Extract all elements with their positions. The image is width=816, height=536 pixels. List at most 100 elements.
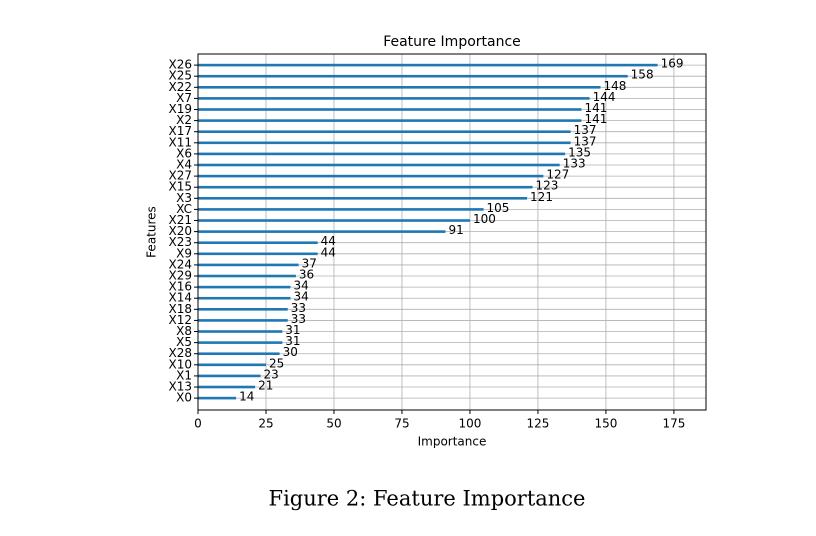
y-tick-label: X16 (169, 280, 193, 294)
bar (198, 174, 544, 178)
y-tick-label: X6 (176, 146, 192, 160)
bar (198, 74, 628, 78)
bar (198, 308, 288, 311)
value-label: 148 (603, 79, 626, 93)
y-tick-label: XC (176, 202, 192, 216)
x-tick-label: 125 (526, 417, 549, 431)
value-label: 141 (584, 112, 607, 126)
x-tick-label: 75 (394, 417, 409, 431)
value-label: 137 (574, 134, 597, 148)
bar (198, 252, 318, 256)
value-label: 158 (631, 68, 654, 82)
value-label: 105 (487, 201, 510, 215)
value-label: 33 (291, 312, 306, 326)
value-label: 169 (661, 57, 684, 71)
y-tick-label: X28 (169, 346, 193, 360)
value-label: 137 (574, 123, 597, 137)
x-tick-label: 25 (258, 417, 273, 431)
bar (198, 119, 582, 122)
y-tick-label: X8 (176, 324, 192, 338)
value-label: 14 (239, 390, 254, 404)
x-tick-label: 100 (458, 417, 481, 431)
bar (198, 285, 291, 289)
plot-frame (197, 53, 707, 411)
bar (198, 330, 283, 333)
value-label: 21 (258, 379, 273, 393)
bar (198, 219, 470, 222)
value-label: 23 (264, 367, 279, 381)
bar (198, 152, 566, 156)
x-axis-label: Importance (418, 435, 487, 449)
value-label: 135 (568, 145, 591, 159)
x-tick-label: 150 (594, 417, 617, 431)
bar (198, 141, 571, 145)
value-label: 144 (593, 90, 616, 104)
y-axis-label: Features (145, 206, 159, 258)
bar (198, 396, 237, 400)
value-label: 44 (321, 245, 336, 259)
y-tick-label: X17 (169, 124, 193, 138)
bar (198, 341, 283, 344)
y-tick-label: X2 (176, 113, 192, 127)
bar (198, 263, 299, 267)
bar (198, 352, 280, 356)
bar (198, 185, 533, 189)
bar (198, 97, 590, 100)
y-tick-label: X18 (169, 302, 193, 316)
y-tick-label: X21 (169, 213, 193, 227)
chart-title: Feature Importance (383, 34, 521, 50)
value-label: 37 (302, 256, 317, 270)
y-tick-label: X23 (169, 235, 193, 249)
value-label: 127 (546, 168, 569, 182)
y-tick-label: X10 (169, 357, 193, 371)
y-tick-label: X29 (169, 269, 193, 283)
bar (198, 86, 601, 89)
value-label: 34 (293, 279, 308, 293)
value-label: 123 (535, 179, 558, 193)
y-tick-label: X4 (176, 158, 192, 172)
y-tick-label: X15 (169, 180, 193, 194)
bar (198, 385, 256, 389)
y-tick-label: X26 (169, 58, 193, 72)
bar (198, 274, 296, 278)
bar (198, 108, 582, 111)
value-label: 31 (285, 334, 300, 348)
bar (198, 63, 658, 67)
value-label: 141 (584, 101, 607, 115)
value-label: 121 (530, 190, 553, 204)
y-tick-label: X20 (169, 224, 193, 238)
y-tick-label: X12 (169, 313, 193, 327)
y-tick-label: X14 (169, 291, 193, 305)
x-tick-label: 50 (326, 417, 341, 431)
value-label: 30 (283, 345, 298, 359)
y-tick-label: X3 (176, 191, 192, 205)
bar (198, 241, 318, 245)
bar (198, 363, 266, 367)
value-label: 34 (293, 290, 308, 304)
y-tick-label: X22 (169, 80, 193, 94)
y-tick-label: X25 (169, 69, 193, 83)
y-tick-label: X5 (176, 335, 192, 349)
bar (198, 130, 571, 134)
value-label: 25 (269, 356, 284, 370)
y-tick-label: X1 (176, 368, 192, 382)
caption: Figure 2: Feature Importance (269, 487, 586, 511)
bar (198, 208, 484, 211)
y-tick-label: X0 (176, 391, 192, 405)
y-tick-label: X11 (169, 135, 193, 149)
y-tick-label: X27 (169, 169, 193, 183)
value-label: 36 (299, 268, 314, 282)
value-label: 44 (321, 234, 336, 248)
bar (198, 197, 528, 200)
value-label: 33 (291, 301, 306, 315)
x-tick-label: 0 (194, 417, 202, 431)
bar (198, 319, 288, 322)
bar (198, 296, 291, 300)
y-tick-label: X13 (169, 380, 193, 394)
y-tick-label: X9 (176, 246, 192, 260)
x-tick-label: 175 (662, 417, 685, 431)
y-tick-label: X19 (169, 102, 193, 116)
value-label: 100 (473, 212, 496, 226)
value-label: 91 (448, 223, 463, 237)
